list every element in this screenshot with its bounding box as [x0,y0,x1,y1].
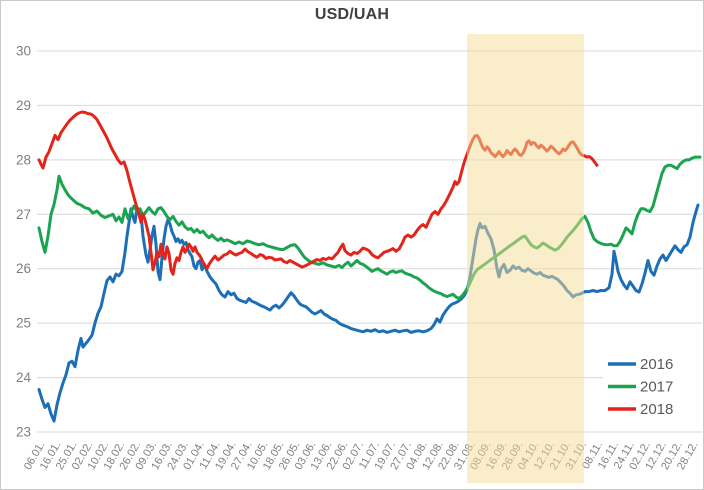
legend-label-2016: 2016 [640,356,673,373]
y-tick-label-23: 23 [16,425,31,440]
legend-label-2018: 2018 [640,401,673,418]
y-tick-label-27: 27 [16,207,31,222]
y-tick-label-29: 29 [16,98,31,113]
y-tick-label-30: 30 [16,43,31,58]
legend-label-2017: 2017 [640,379,673,396]
chart-title: USD/UAH [314,6,390,23]
series-line-2017 [37,155,702,301]
highlight-region [467,34,584,483]
y-tick-label-24: 24 [16,370,32,385]
y-tick-label-26: 26 [16,261,31,276]
y-tick-label-28: 28 [16,152,31,167]
y-tick-label-25: 25 [16,316,31,331]
series-line-2016 [37,203,700,423]
